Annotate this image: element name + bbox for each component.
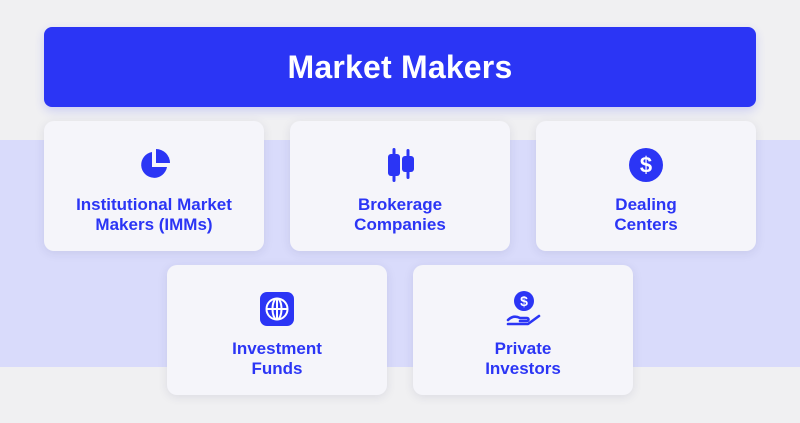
- card-dealing-centers: $ Dealing Centers: [536, 121, 756, 251]
- candlestick-chart-icon: [380, 145, 420, 185]
- market-makers-header: Market Makers: [44, 27, 756, 107]
- card-label-line: Centers: [614, 215, 678, 234]
- card-institutional-market-makers: Institutional Market Makers (IMMs): [44, 121, 264, 251]
- card-label-line: Investors: [485, 359, 561, 378]
- card-label: Private Investors: [423, 339, 623, 379]
- card-label-line: Private: [494, 339, 552, 358]
- pie-chart-icon: [134, 145, 174, 185]
- card-private-investors: $ Private Investors: [413, 265, 633, 395]
- card-label-line: Dealing: [615, 195, 677, 214]
- svg-text:$: $: [640, 153, 652, 178]
- card-label-line: Makers (IMMs): [95, 215, 213, 234]
- svg-text:$: $: [520, 293, 528, 309]
- card-investment-funds: Investment Funds: [167, 265, 387, 395]
- dollar-coin-icon: $: [626, 145, 666, 185]
- card-label-line: Brokerage: [357, 195, 443, 214]
- card-label: Brokerage Companies: [300, 195, 500, 235]
- card-label: Investment Funds: [177, 339, 377, 379]
- hand-coin-icon: $: [503, 289, 543, 329]
- card-label: Institutional Market Makers (IMMs): [54, 195, 254, 235]
- card-label-line: Investment: [232, 339, 322, 358]
- card-label: Dealing Centers: [546, 195, 746, 235]
- globe-icon: [257, 289, 297, 329]
- card-label-line: Institutional Market: [76, 195, 232, 214]
- card-label-line: Companies: [354, 215, 446, 234]
- diagram-title: Market Makers: [287, 48, 513, 85]
- card-brokerage-companies: Brokerage Companies: [290, 121, 510, 251]
- card-label-line: Funds: [251, 359, 303, 378]
